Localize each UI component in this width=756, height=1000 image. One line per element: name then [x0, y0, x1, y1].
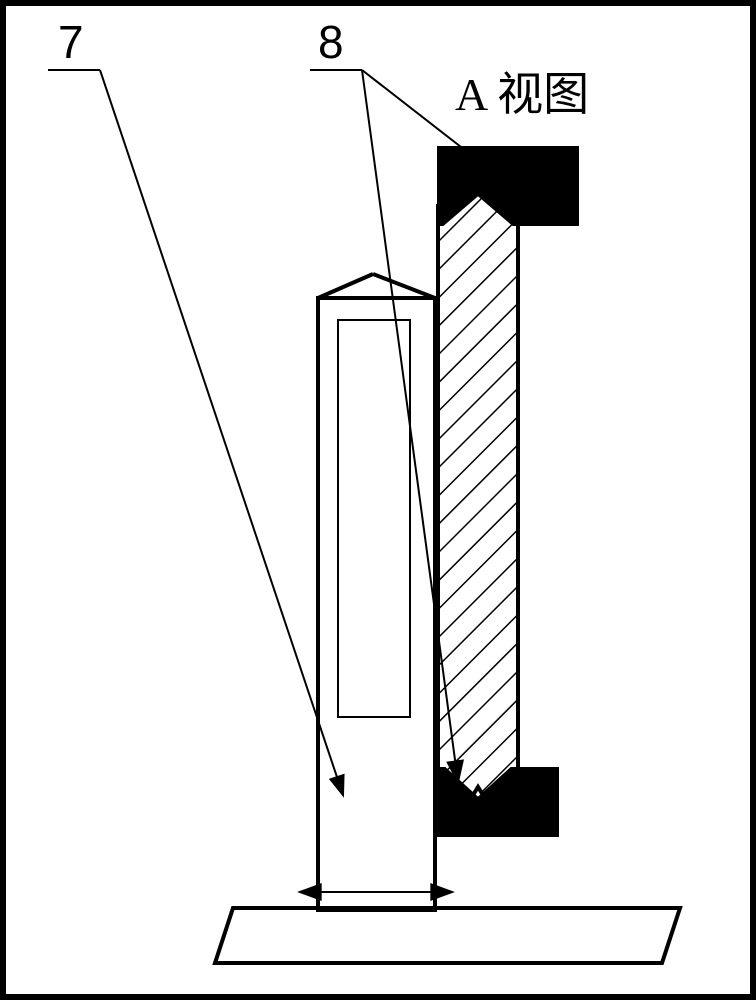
leader-7	[100, 70, 343, 795]
frame	[3, 3, 753, 997]
callout-7: 7	[58, 16, 84, 68]
post-body	[318, 298, 435, 910]
inner-insert	[338, 320, 410, 717]
base-plate	[215, 908, 680, 963]
view-label: A 视图	[455, 69, 589, 120]
callout-8: 8	[318, 16, 344, 68]
